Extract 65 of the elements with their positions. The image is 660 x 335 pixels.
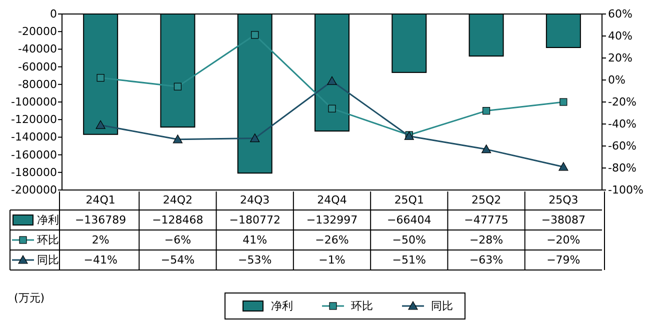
legend-label: 环比 [37, 234, 59, 246]
y2-tick-label: -20% [608, 96, 636, 108]
y2-tick-label: -80% [608, 162, 636, 174]
x-tick-label: 25Q2 [471, 194, 502, 206]
data-label: −132997 [306, 214, 358, 226]
data-label: 41% [242, 234, 268, 246]
point [251, 31, 259, 39]
data-label: −50% [392, 234, 426, 246]
x-tick-label: 25Q1 [394, 194, 424, 206]
x-tick-label: 24Q4 [317, 194, 347, 206]
data-label: −180772 [229, 214, 280, 226]
y-tick-label: -80000 [18, 78, 57, 91]
data-label: −128468 [152, 214, 204, 226]
y2-tick-label: 40% [608, 30, 632, 42]
point [558, 162, 568, 171]
text: (万元) [14, 292, 45, 304]
y-tick-label: -20000 [18, 25, 57, 38]
data-label: −66404 [387, 214, 432, 226]
point [96, 120, 106, 129]
y-tick-label: -60000 [18, 60, 57, 74]
y2-tick-label: -100% [608, 184, 644, 196]
data-label: −51% [392, 254, 426, 266]
data-label: −41% [84, 254, 118, 266]
point [174, 82, 182, 90]
data-label: −6% [164, 234, 192, 246]
y2-tick-label: -40% [608, 118, 636, 130]
data-label: 2% [92, 234, 110, 246]
point [327, 76, 337, 85]
data-label: −54% [160, 254, 195, 266]
y2-tick-label: 60% [608, 8, 632, 20]
y-tick-label: -140000 [11, 130, 57, 144]
y-tick-label: -180000 [11, 166, 57, 179]
legend: 净利 环比 同比 [224, 292, 466, 320]
data-label: −26% [315, 234, 349, 246]
y-tick-label: -200000 [11, 184, 57, 196]
data-label: −28% [469, 234, 504, 246]
data-label: −79% [546, 254, 580, 266]
point [482, 107, 490, 115]
y-tick-label: -40000 [18, 42, 57, 56]
y2-tick-label: -60% [608, 140, 636, 152]
data-label: −38087 [541, 214, 586, 226]
data-label: −53% [238, 254, 272, 266]
legend-label: 同比 [37, 254, 59, 266]
y-tick-label: -160000 [11, 148, 57, 162]
y2-tick-label: 0% [608, 74, 626, 86]
point [250, 134, 260, 142]
y-tick-label: -100000 [11, 96, 57, 108]
y2-tick-label: 20% [608, 52, 632, 64]
data-label: −20% [546, 234, 580, 246]
point [481, 144, 492, 154]
x-tick-label: 24Q3 [240, 194, 270, 206]
legend-label: 净利 [37, 214, 59, 226]
y-tick-label: -120000 [11, 113, 57, 126]
x-tick-label: 24Q1 [86, 194, 116, 206]
y-tick-label: 0 [50, 8, 57, 20]
data-label: −47775 [464, 214, 508, 226]
x-tick-label: 25Q3 [548, 194, 578, 206]
point [96, 74, 104, 82]
point [560, 98, 568, 106]
point [172, 134, 183, 144]
x-tick-label: 24Q2 [162, 194, 193, 206]
data-label: −136789 [74, 214, 126, 226]
point [328, 104, 336, 112]
data-label: −63% [469, 254, 504, 266]
data-label: −1% [318, 254, 346, 266]
